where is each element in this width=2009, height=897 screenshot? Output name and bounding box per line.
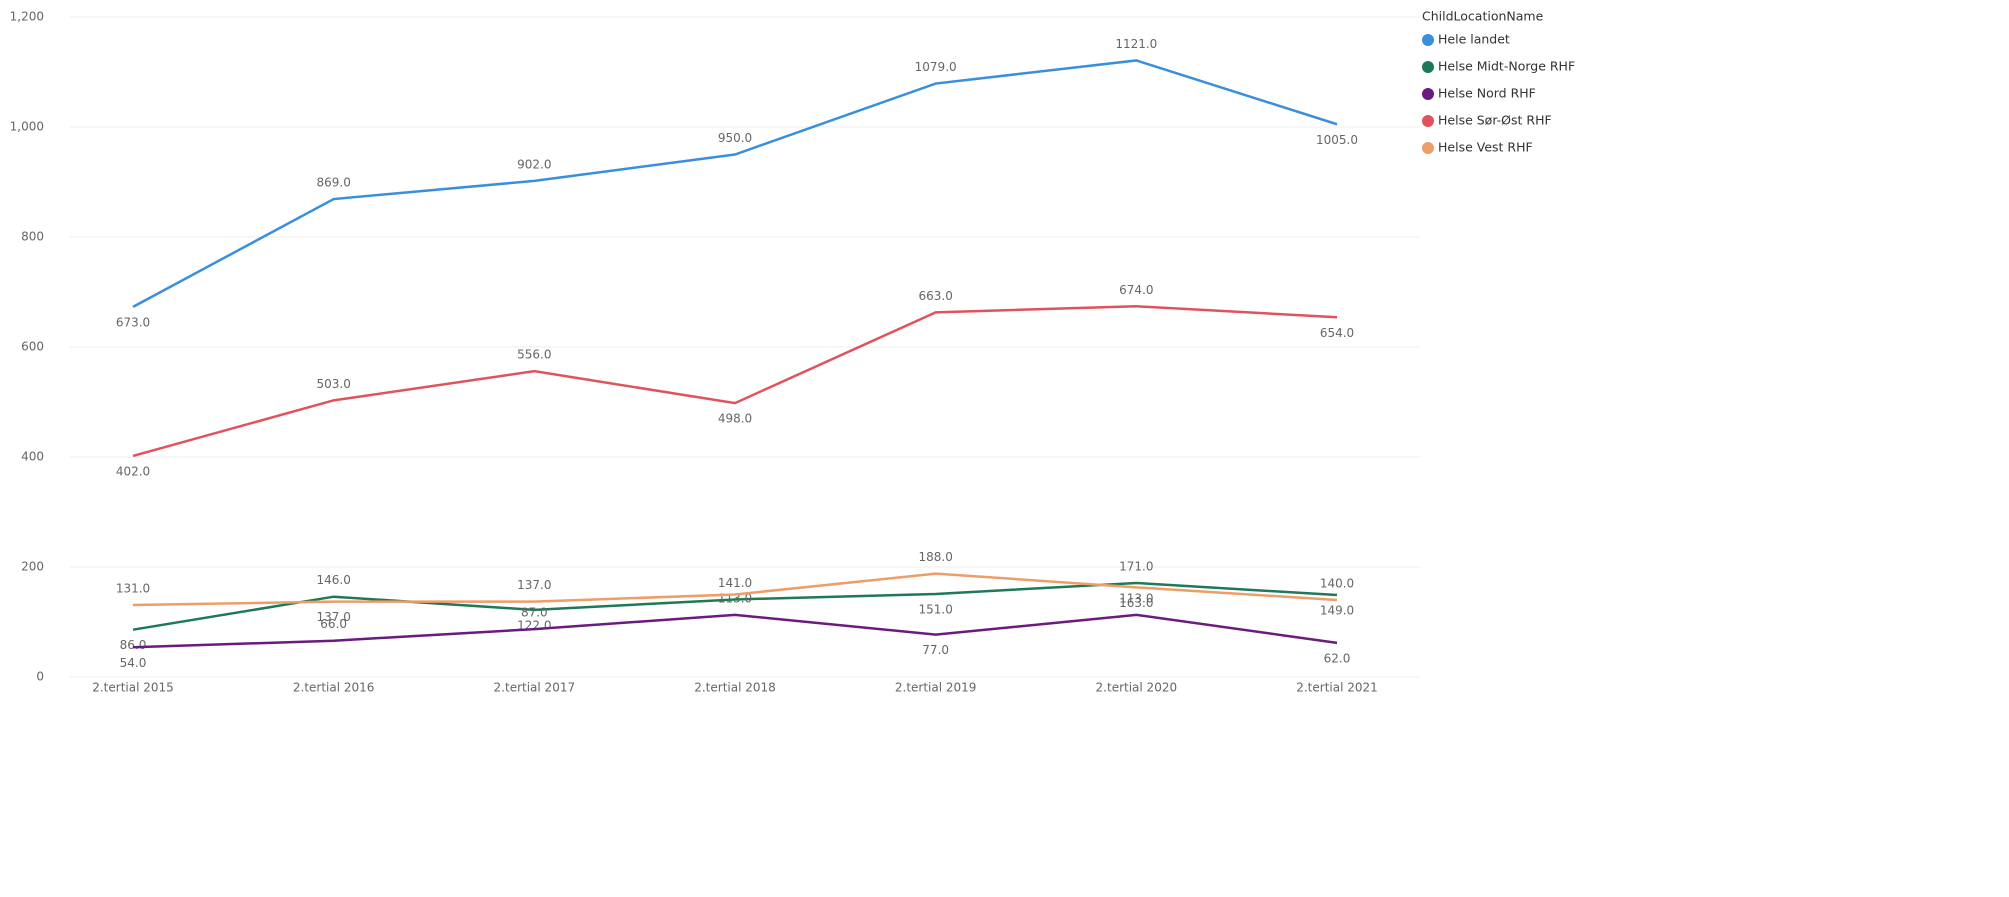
data-label: 498.0 xyxy=(718,412,752,426)
data-label: 503.0 xyxy=(316,377,350,391)
legend-marker xyxy=(1422,115,1434,127)
series-line xyxy=(132,613,1338,649)
data-label: 54.0 xyxy=(120,656,147,670)
legend-label: Helse Midt-Norge RHF xyxy=(1438,59,1575,74)
series-line xyxy=(132,572,1338,607)
legend-marker xyxy=(1422,88,1434,100)
data-label: 556.0 xyxy=(517,348,551,362)
y-tick-label: 200 xyxy=(21,560,44,574)
x-tick-label: 2.tertial 2018 xyxy=(694,681,776,695)
y-tick-label: 1,200 xyxy=(10,10,44,24)
data-label: 1005.0 xyxy=(1316,133,1358,147)
data-label: 673.0 xyxy=(116,315,150,329)
data-label: 188.0 xyxy=(918,550,952,564)
data-label: 163.0 xyxy=(1119,596,1153,610)
y-tick-label: 400 xyxy=(21,450,44,464)
data-label: 62.0 xyxy=(1324,651,1351,665)
x-tick-label: 2.tertial 2021 xyxy=(1296,681,1378,695)
x-tick-label: 2.tertial 2017 xyxy=(494,681,576,695)
series-line xyxy=(132,305,1338,458)
data-label: 86.0 xyxy=(120,638,147,652)
data-label: 151.0 xyxy=(918,602,952,616)
y-tick-label: 600 xyxy=(21,340,44,354)
y-tick-label: 0 xyxy=(36,670,44,684)
data-label: 171.0 xyxy=(1119,559,1153,573)
series-line xyxy=(132,59,1338,308)
legend-marker xyxy=(1422,61,1434,73)
legend-label: Helse Nord RHF xyxy=(1438,86,1536,101)
data-label: 674.0 xyxy=(1119,283,1153,297)
series-line xyxy=(132,581,1338,631)
x-tick-label: 2.tertial 2015 xyxy=(92,681,174,695)
legend-marker xyxy=(1422,34,1434,46)
data-label: 402.0 xyxy=(116,464,150,478)
data-label: 869.0 xyxy=(316,176,350,190)
data-label: 1079.0 xyxy=(915,60,957,74)
data-label: 66.0 xyxy=(320,617,347,631)
legend-title: ChildLocationName xyxy=(1422,9,1544,24)
x-tick-label: 2.tertial 2020 xyxy=(1096,681,1178,695)
data-label: 663.0 xyxy=(918,289,952,303)
y-tick-label: 800 xyxy=(21,230,44,244)
data-label: 654.0 xyxy=(1320,326,1354,340)
data-label: 137.0 xyxy=(316,610,350,624)
data-label: 113.0 xyxy=(1119,591,1153,605)
x-tick-label: 2.tertial 2016 xyxy=(293,681,375,695)
data-label: 131.0 xyxy=(116,581,150,595)
data-label: 87.0 xyxy=(521,606,548,620)
data-label: 149.0 xyxy=(1320,604,1354,618)
data-label: 902.0 xyxy=(517,157,551,171)
legend-label: Helse Vest RHF xyxy=(1438,140,1533,155)
x-tick-label: 2.tertial 2019 xyxy=(895,681,977,695)
y-tick-label: 1,000 xyxy=(10,120,44,134)
data-label: 77.0 xyxy=(922,643,949,657)
data-label: 137.0 xyxy=(517,578,551,592)
data-label: 140.0 xyxy=(1320,577,1354,591)
data-label: 1121.0 xyxy=(1115,37,1157,51)
legend-label: Helse Sør-Øst RHF xyxy=(1438,113,1552,128)
data-label: 146.0 xyxy=(316,573,350,587)
data-label: 950.0 xyxy=(718,131,752,145)
data-label: 141.0 xyxy=(718,576,752,590)
legend-marker xyxy=(1422,142,1434,154)
legend-label: Hele landet xyxy=(1438,32,1510,47)
